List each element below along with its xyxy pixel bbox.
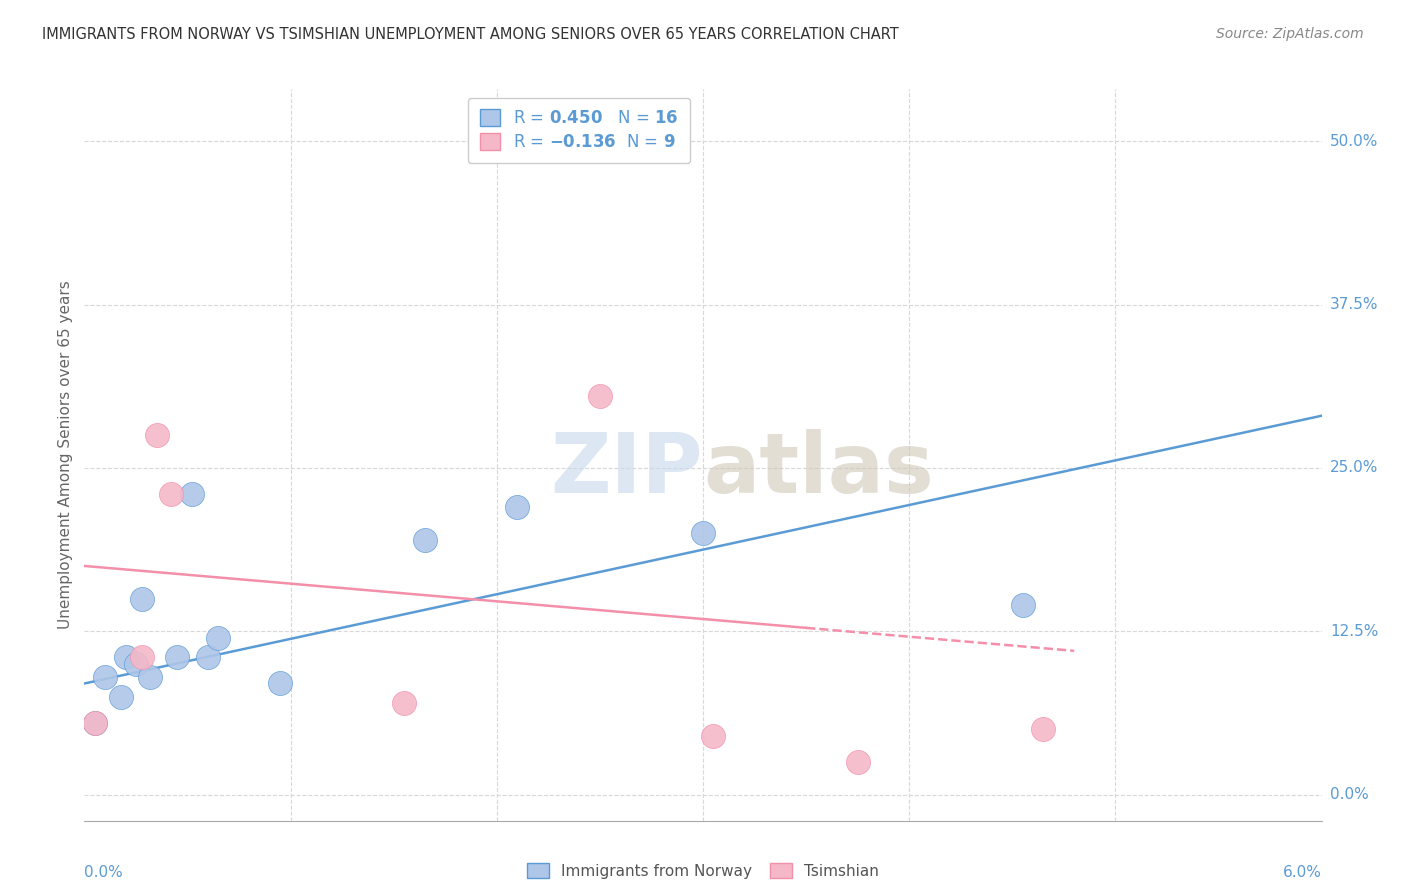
Text: 50.0%: 50.0% bbox=[1330, 134, 1378, 149]
Point bbox=[125, 657, 148, 671]
Point bbox=[413, 533, 436, 547]
Text: 37.5%: 37.5% bbox=[1330, 297, 1378, 312]
Point bbox=[94, 670, 117, 684]
Point bbox=[1032, 723, 1054, 737]
Point bbox=[207, 631, 229, 645]
Point bbox=[110, 690, 132, 704]
Point bbox=[846, 755, 869, 769]
Point bbox=[197, 650, 219, 665]
Point bbox=[83, 715, 105, 730]
Point bbox=[180, 487, 202, 501]
Point bbox=[114, 650, 136, 665]
Point bbox=[1011, 598, 1033, 612]
Point bbox=[145, 428, 167, 442]
Point bbox=[589, 389, 612, 403]
Point bbox=[139, 670, 162, 684]
Text: 0.0%: 0.0% bbox=[1330, 787, 1368, 802]
Point bbox=[692, 526, 714, 541]
Point bbox=[160, 487, 183, 501]
Point bbox=[131, 591, 153, 606]
Y-axis label: Unemployment Among Seniors over 65 years: Unemployment Among Seniors over 65 years bbox=[58, 281, 73, 629]
Text: Source: ZipAtlas.com: Source: ZipAtlas.com bbox=[1216, 27, 1364, 41]
Text: 25.0%: 25.0% bbox=[1330, 460, 1378, 475]
Text: 6.0%: 6.0% bbox=[1282, 864, 1322, 880]
Point bbox=[269, 676, 291, 690]
Text: 12.5%: 12.5% bbox=[1330, 624, 1378, 639]
Point bbox=[131, 650, 153, 665]
Point bbox=[392, 696, 415, 710]
Point bbox=[166, 650, 188, 665]
Point bbox=[506, 500, 529, 515]
Point bbox=[702, 729, 724, 743]
Text: atlas: atlas bbox=[703, 429, 934, 510]
Text: ZIP: ZIP bbox=[551, 429, 703, 510]
Text: IMMIGRANTS FROM NORWAY VS TSIMSHIAN UNEMPLOYMENT AMONG SENIORS OVER 65 YEARS COR: IMMIGRANTS FROM NORWAY VS TSIMSHIAN UNEM… bbox=[42, 27, 898, 42]
Legend: Immigrants from Norway, Tsimshian: Immigrants from Norway, Tsimshian bbox=[520, 855, 886, 886]
Point bbox=[83, 715, 105, 730]
Text: 0.0%: 0.0% bbox=[84, 864, 124, 880]
